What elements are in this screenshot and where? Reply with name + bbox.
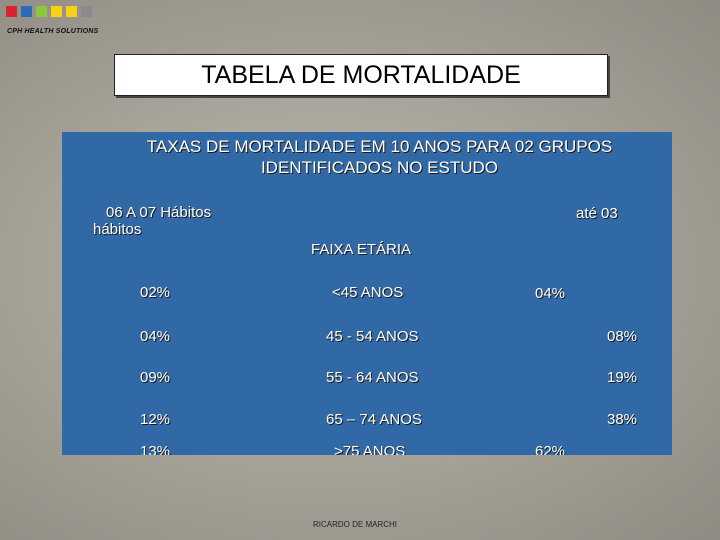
title-box: TABELA DE MORTALIDADE xyxy=(114,54,608,96)
row5-age: >75 ANOS xyxy=(334,445,406,455)
row2-left-value: 04% xyxy=(140,328,171,345)
row3-age: 55 - 64 ANOS xyxy=(326,369,419,386)
row3-right-value: 19% xyxy=(607,369,638,386)
row4-age: 65 – 74 ANOS xyxy=(326,411,422,428)
row5-clipped: 13% >75 ANOS 62% xyxy=(0,445,720,455)
logo-square-green xyxy=(36,6,47,17)
row4-right-value: 38% xyxy=(607,411,638,428)
logo-square-gray xyxy=(81,6,92,17)
row3-left-value: 09% xyxy=(140,369,171,386)
row2-right-value: 08% xyxy=(607,328,638,345)
panel-heading: TAXAS DE MORTALIDADE EM 10 ANOS PARA 02 … xyxy=(62,136,697,178)
right-group-header: até 03 xyxy=(576,205,618,222)
logo-square-yellow-2 xyxy=(66,6,77,17)
row5-left-value: 13% xyxy=(140,445,171,455)
brand-name: CPH HEALTH SOLUTIONS xyxy=(7,28,99,35)
row2-age: 45 - 54 ANOS xyxy=(326,328,419,345)
row1-left-value: 02% xyxy=(140,284,171,301)
author-name: RICARDO DE MARCHI xyxy=(313,520,398,529)
content-panel: TAXAS DE MORTALIDADE EM 10 ANOS PARA 02 … xyxy=(62,132,672,455)
logo-square-red xyxy=(6,6,17,17)
logo-square-yellow xyxy=(51,6,62,17)
row5-right-value: 62% xyxy=(535,445,566,455)
left-group-header-line2: hábitos xyxy=(93,221,142,238)
row4-left-value: 12% xyxy=(140,411,171,428)
left-group-header: 06 A 07 Hábitos xyxy=(106,204,212,221)
company-logo xyxy=(6,6,92,17)
panel-heading-line2: IDENTIFICADOS NO ESTUDO xyxy=(260,158,499,177)
page-title: TABELA DE MORTALIDADE xyxy=(201,60,521,89)
age-range-header: FAIXA ETÁRIA xyxy=(311,241,412,258)
logo-square-blue xyxy=(21,6,32,17)
panel-heading-line1: TAXAS DE MORTALIDADE EM 10 ANOS PARA 02 … xyxy=(146,137,613,156)
row1-age: <45 ANOS xyxy=(332,284,404,301)
row1-right-value: 04% xyxy=(535,285,566,302)
